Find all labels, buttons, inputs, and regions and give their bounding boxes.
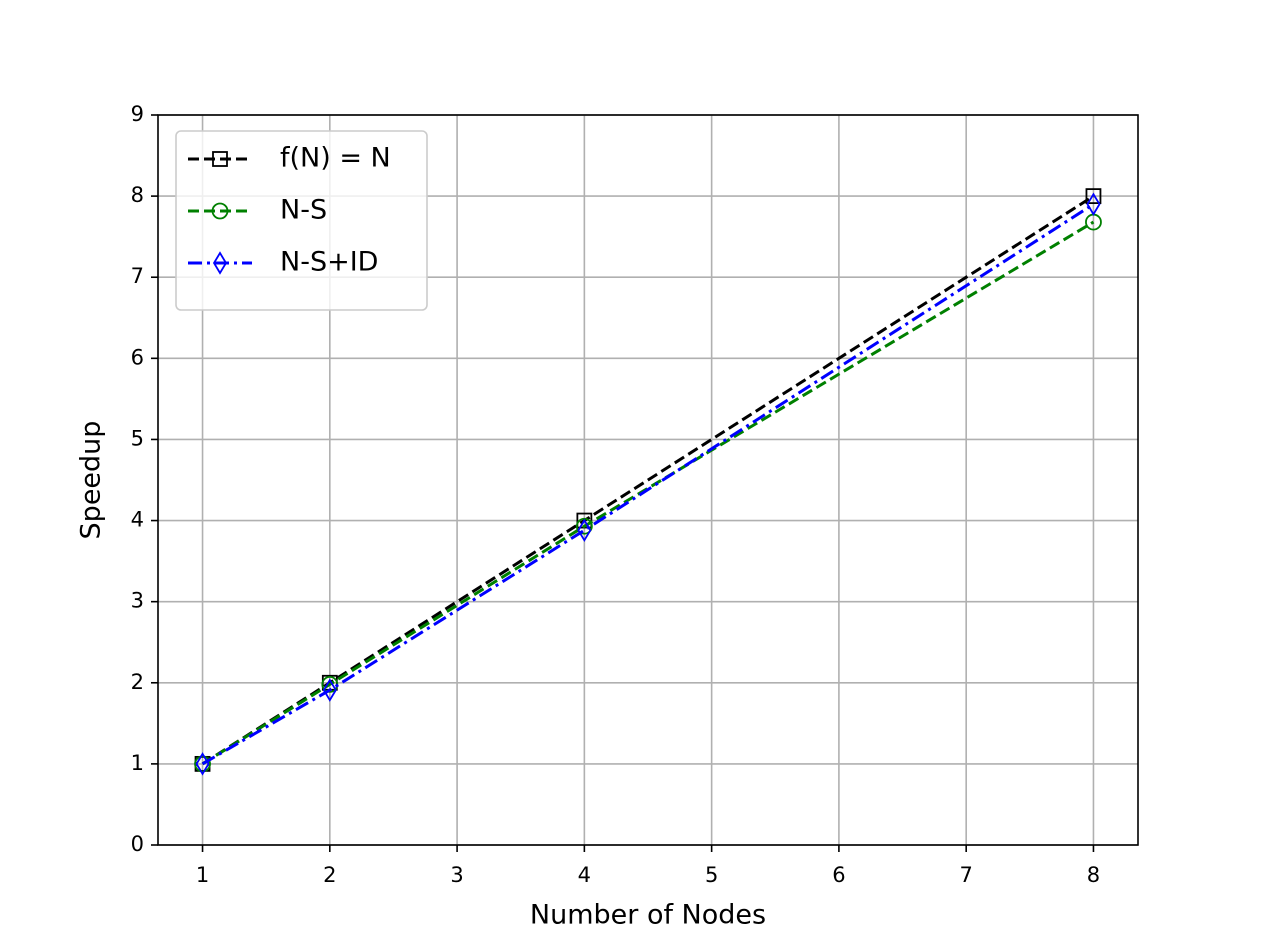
x-axis-label: Number of Nodes — [530, 900, 766, 931]
marker — [212, 151, 228, 167]
marker — [194, 755, 211, 773]
legend-label: N-S+ID — [280, 247, 378, 278]
x-tick-label: 4 — [578, 863, 591, 887]
x-tick-label: 8 — [1087, 863, 1100, 887]
series-line — [201, 194, 1095, 766]
y-axis-label: Speedup — [76, 421, 107, 540]
marker — [211, 202, 229, 220]
y-tick-label: 3 — [131, 589, 144, 613]
y-tick-label: 0 — [131, 832, 144, 856]
y-tick-label: 6 — [131, 345, 144, 369]
ticks: 1 2 3 4 5 6 7 8 0 1 2 3 4 5 6 7 8 9 — [131, 102, 1101, 887]
legend-label: N-S — [280, 195, 327, 226]
series-layer — [194, 188, 1102, 776]
marker — [212, 251, 228, 275]
legend-box — [175, 130, 428, 311]
y-tick-label: 2 — [131, 670, 144, 694]
x-tick-label: 7 — [959, 863, 972, 887]
x-tick-label: 6 — [832, 863, 845, 887]
marker — [577, 518, 592, 543]
y-tick-label: 7 — [131, 264, 144, 288]
legend-label: f(N) = N — [280, 143, 391, 174]
series-line — [201, 202, 1095, 766]
marker — [1086, 192, 1101, 216]
x-tick-label: 3 — [450, 863, 463, 887]
y-tick-label: 1 — [131, 751, 144, 775]
legend: f(N) = N N-S N-S+ID — [175, 130, 428, 311]
marker — [1085, 188, 1102, 205]
x-tick-label: 1 — [196, 863, 209, 887]
y-tick-label: 9 — [131, 102, 144, 126]
y-tick-label: 5 — [131, 426, 144, 450]
x-tick-label: 2 — [323, 863, 336, 887]
y-tick-label: 8 — [131, 183, 144, 207]
plot-frame — [157, 114, 1139, 846]
marker — [195, 752, 210, 776]
x-tick-label: 5 — [705, 863, 718, 887]
marker — [322, 678, 337, 702]
series-line — [201, 220, 1095, 766]
y-tick-label: 4 — [131, 508, 144, 532]
